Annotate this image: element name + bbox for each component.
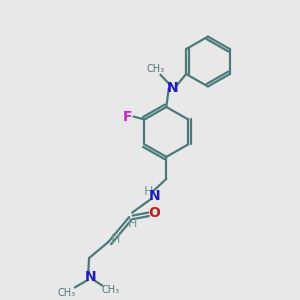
Text: CH₃: CH₃	[147, 64, 165, 74]
Text: O: O	[148, 206, 160, 220]
Text: H: H	[144, 185, 153, 198]
Text: CH₃: CH₃	[58, 288, 76, 298]
Text: H: H	[111, 233, 121, 246]
Text: N: N	[85, 270, 96, 283]
Text: N: N	[148, 189, 160, 202]
Text: H: H	[128, 217, 137, 230]
Text: N: N	[167, 81, 178, 95]
Text: CH₃: CH₃	[102, 285, 120, 296]
Text: F: F	[123, 110, 132, 124]
